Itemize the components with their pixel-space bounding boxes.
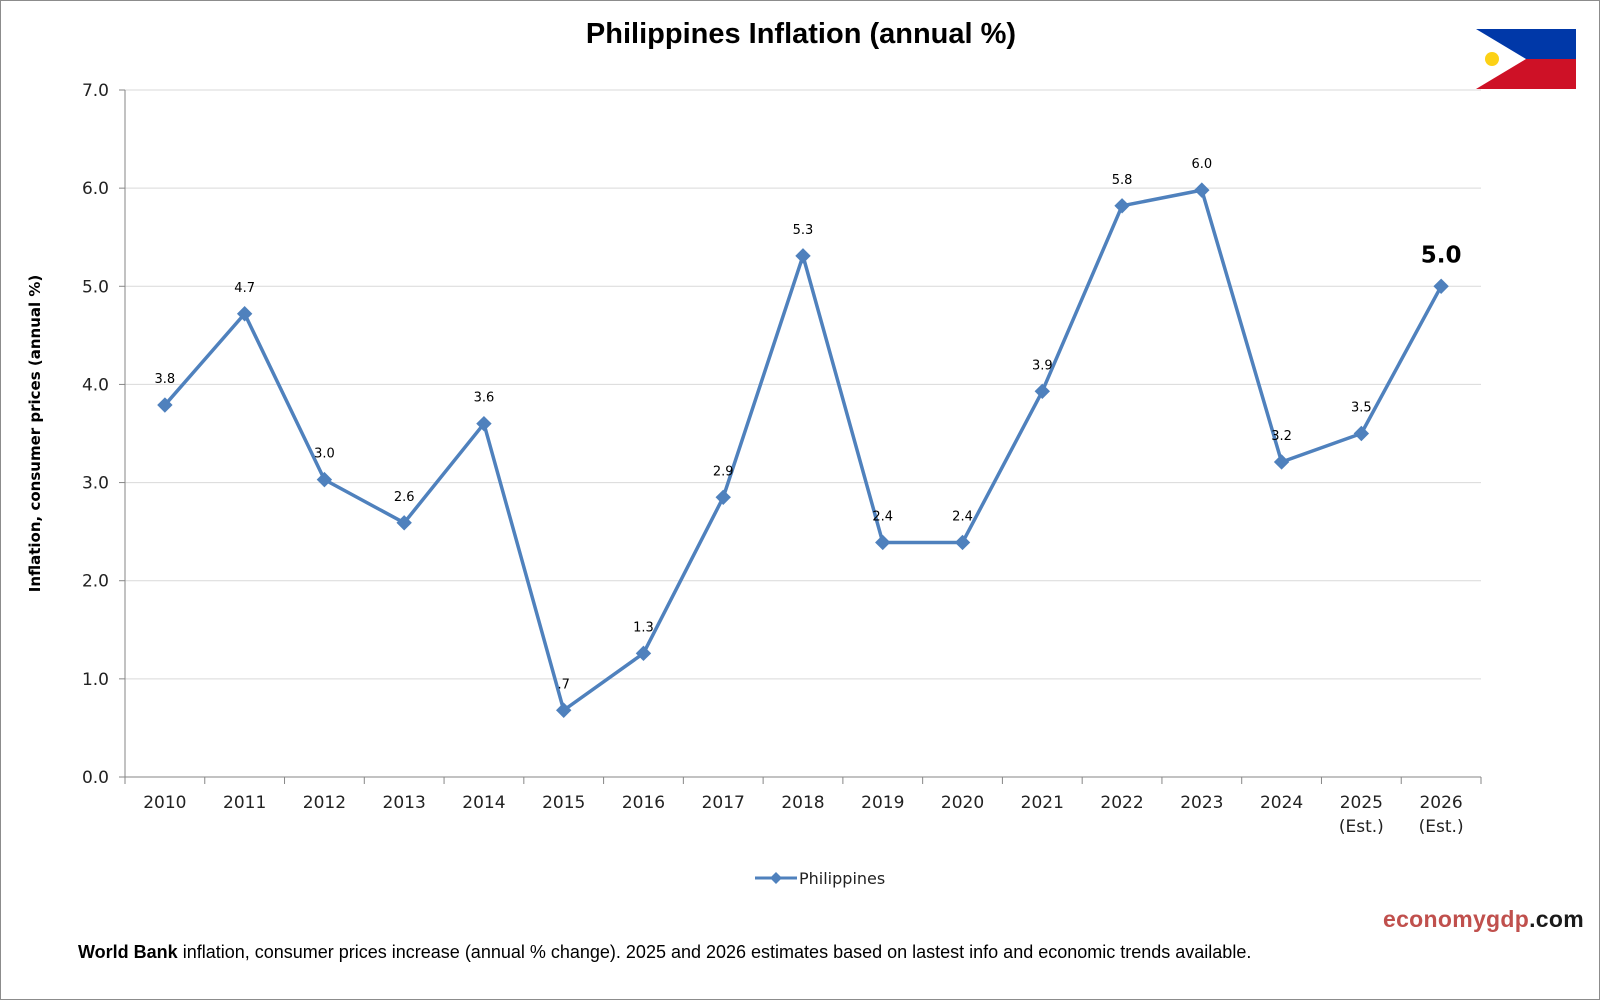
y-tick-label: 4.0 [82,375,109,395]
chart-title: Philippines Inflation (annual %) [585,18,1017,50]
data-point[interactable] [316,471,333,488]
source-footnote: World Bank inflation, consumer prices in… [78,942,1251,963]
brand-domain: .com [1529,906,1584,932]
footnote-text: inflation, consumer prices increase (ann… [177,942,1252,962]
data-point[interactable] [1114,198,1130,214]
x-tick-label: 2020 [941,793,984,813]
legend-label: Philippines [799,868,886,888]
philippines-flag-icon [1476,29,1576,89]
chart-legend: Philippines [755,866,885,890]
data-point[interactable] [476,415,492,432]
data-point[interactable] [954,534,971,551]
brand-watermark: economygdp.com [1383,906,1584,933]
data-label: 3.6 [474,391,495,406]
data-label: .7 [558,677,570,692]
data-label: 3.5 [1351,401,1372,416]
data-point[interactable] [236,306,253,322]
data-label: 2.9 [713,464,734,479]
legend-series-marker [755,872,797,884]
data-point[interactable] [1433,278,1449,294]
x-tick-label: 2016 [622,793,665,813]
x-tick-label: 2021 [1021,793,1064,813]
x-tick-label: (Est.) [1419,817,1464,837]
x-tick-label: 2022 [1100,793,1143,813]
x-tick-label: 2018 [781,793,824,813]
flag-white-triangle [1476,29,1526,89]
x-tick-label: 2026 [1419,793,1462,813]
data-point[interactable] [1034,383,1051,400]
y-tick-label: 0.0 [82,768,109,788]
x-tick-label: 2013 [383,793,426,813]
footnote-source: World Bank [78,942,178,962]
x-tick-label: 2023 [1180,793,1223,813]
data-label: 2.6 [394,490,415,505]
data-label: 1.3 [633,620,654,635]
data-point[interactable] [635,645,652,662]
data-point[interactable] [1194,182,1210,198]
data-label: 3.9 [1032,358,1053,373]
y-tick-label: 3.0 [82,474,109,494]
x-tick-label: 2015 [542,793,585,813]
y-axis-title: Inflation, consumer prices (annual %) [26,275,44,593]
data-label: 2.4 [872,509,893,524]
x-tick-label: (Est.) [1339,817,1384,837]
data-point[interactable] [795,248,811,264]
y-tick-label: 7.0 [82,81,109,101]
x-tick-label: 2010 [143,793,186,813]
data-label: 3.2 [1271,429,1292,444]
data-point[interactable] [157,397,173,413]
y-tick-label: 5.0 [82,277,109,297]
x-tick-label: 2025 [1340,793,1383,813]
x-tick-label: 2024 [1260,793,1303,813]
data-point[interactable] [555,702,572,718]
data-point[interactable] [875,534,891,551]
x-tick-label: 2019 [861,793,904,813]
data-point[interactable] [396,515,412,531]
y-tick-label: 6.0 [82,179,109,199]
data-label: 5.8 [1112,173,1133,188]
data-label: 2.4 [952,509,973,524]
y-tick-label: 1.0 [82,670,109,690]
data-label: 6.0 [1191,157,1212,172]
data-point[interactable] [715,489,731,505]
legend-diamond [770,872,782,884]
x-tick-label: 2017 [702,793,745,813]
series-line [163,188,1443,713]
data-label: 5.0 [1421,242,1462,268]
data-label: 4.7 [234,281,255,296]
data-point[interactable] [1273,454,1290,470]
x-tick-label: 2014 [462,793,505,813]
data-label: 5.3 [793,223,814,238]
data-label: 3.8 [155,372,176,387]
flag-sun [1485,52,1499,66]
y-tick-label: 2.0 [82,572,109,592]
x-tick-label: 2012 [303,793,346,813]
data-label: 3.0 [314,447,335,462]
brand-name: economygdp [1382,906,1530,932]
data-point[interactable] [1353,425,1370,442]
x-tick-label: 2011 [223,793,266,813]
